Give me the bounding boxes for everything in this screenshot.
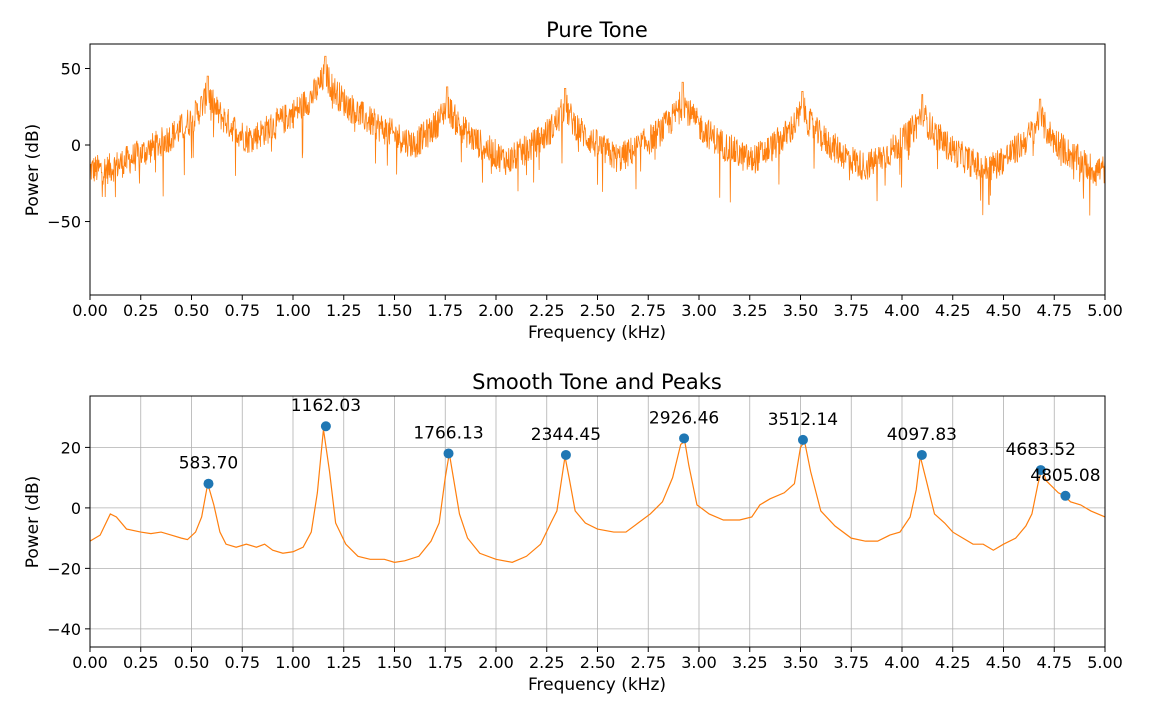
pure-tone-y-ticks: 50 0 −50 <box>47 59 90 232</box>
x-tick-label: 2.50 <box>580 301 616 320</box>
y-tick-label: 0 <box>71 136 81 155</box>
y-tick-label: 20 <box>61 438 81 457</box>
x-tick-label: 2.00 <box>478 653 514 672</box>
x-tick-label: 3.75 <box>833 301 869 320</box>
x-tick-label: 0.25 <box>123 653 159 672</box>
peak-label: 2344.45 <box>531 425 601 445</box>
peak-marker <box>679 433 690 444</box>
peak-marker <box>560 449 571 460</box>
x-tick-label: 5.00 <box>1087 301 1123 320</box>
smooth-tone-x-ticks: 0.00 0.25 0.50 0.75 1.00 1.25 1.50 1.75 2.00 2.25… <box>72 647 1123 672</box>
x-tick-label: 2.75 <box>630 301 666 320</box>
peak-marker <box>1035 465 1046 476</box>
x-tick-label: 3.25 <box>732 301 768 320</box>
smooth-tone-title: Smooth Tone and Peaks <box>472 370 722 394</box>
x-tick-label: 4.75 <box>1036 301 1072 320</box>
peak-marker <box>797 434 808 445</box>
smooth-tone-ylabel: Power (dB) <box>23 476 43 569</box>
x-tick-label: 0.00 <box>72 301 108 320</box>
smooth-tone-plot-frame <box>89 395 1106 648</box>
x-tick-label: 0.00 <box>72 653 108 672</box>
smooth-tone-grid <box>89 396 1106 647</box>
x-tick-label: 4.50 <box>986 301 1022 320</box>
pure-tone-chart: Pure Tone Power (dB) Frequency (kHz) 0.0… <box>23 18 1123 343</box>
peak-marker <box>320 421 331 432</box>
x-tick-label: 1.75 <box>427 653 463 672</box>
pure-tone-title: Pure Tone <box>546 18 648 42</box>
pure-tone-plot-frame <box>89 43 1106 296</box>
x-tick-label: 1.25 <box>326 653 362 672</box>
x-tick-label: 4.75 <box>1036 653 1072 672</box>
x-tick-label: 3.75 <box>833 653 869 672</box>
peak-label: 4683.52 <box>1006 440 1076 460</box>
pure-tone-x-ticks: 0.00 0.25 0.50 0.75 1.00 1.25 1.50 1.75 2.00 2.25… <box>72 295 1123 320</box>
x-tick-label: 1.00 <box>275 301 311 320</box>
peak-label: 2926.46 <box>649 408 719 428</box>
pure-tone-xlabel: Frequency (kHz) <box>528 323 666 343</box>
x-tick-label: 3.00 <box>681 301 717 320</box>
x-tick-label: 1.25 <box>326 301 362 320</box>
x-tick-label: 4.00 <box>884 653 920 672</box>
peak-label: 1162.03 <box>291 396 361 416</box>
x-tick-label: 1.50 <box>377 653 413 672</box>
x-tick-label: 1.00 <box>275 653 311 672</box>
smooth-tone-series-line <box>89 429 1106 563</box>
smooth-tone-chart: Smooth Tone and Peaks Power (dB) Frequen… <box>23 370 1123 695</box>
pure-tone-series-line <box>89 55 1106 216</box>
peak-label: 4097.83 <box>887 425 957 445</box>
x-tick-label: 3.50 <box>783 653 819 672</box>
x-tick-label: 2.25 <box>529 301 565 320</box>
peak-marker <box>1060 490 1071 501</box>
x-tick-label: 4.00 <box>884 301 920 320</box>
x-tick-label: 3.25 <box>732 653 768 672</box>
y-tick-label: 0 <box>71 499 81 518</box>
x-tick-label: 4.25 <box>935 301 971 320</box>
smooth-tone-peaks: 583.70 1162.03 1766.13 2344.45 2926.46 3512.1… <box>179 396 1101 501</box>
x-tick-label: 5.00 <box>1087 653 1123 672</box>
x-tick-label: 0.50 <box>174 301 210 320</box>
peak-label: 1766.13 <box>413 423 483 443</box>
x-tick-label: 2.75 <box>630 653 666 672</box>
peak-marker <box>203 478 214 489</box>
x-tick-label: 3.50 <box>783 301 819 320</box>
x-tick-label: 1.75 <box>427 301 463 320</box>
smooth-tone-xlabel: Frequency (kHz) <box>528 675 666 695</box>
peak-label: 4805.08 <box>1030 466 1100 486</box>
peak-marker <box>443 448 454 459</box>
y-tick-label: −40 <box>47 620 81 639</box>
y-tick-label: 50 <box>61 59 81 78</box>
y-tick-label: −20 <box>47 559 81 578</box>
x-tick-label: 0.50 <box>174 653 210 672</box>
peak-label: 3512.14 <box>768 410 838 430</box>
x-tick-label: 2.00 <box>478 301 514 320</box>
peak-label: 583.70 <box>179 454 238 474</box>
pure-tone-ylabel: Power (dB) <box>23 124 43 217</box>
x-tick-label: 4.25 <box>935 653 971 672</box>
x-tick-label: 1.50 <box>377 301 413 320</box>
y-tick-label: −50 <box>47 213 81 232</box>
x-tick-label: 0.75 <box>224 653 260 672</box>
smooth-tone-y-ticks: 20 0 −20 −40 <box>47 438 90 639</box>
x-tick-label: 3.00 <box>681 653 717 672</box>
x-tick-label: 0.25 <box>123 301 159 320</box>
x-tick-label: 0.75 <box>224 301 260 320</box>
x-tick-label: 2.50 <box>580 653 616 672</box>
x-tick-label: 4.50 <box>986 653 1022 672</box>
peak-marker <box>916 449 927 460</box>
x-tick-label: 2.25 <box>529 653 565 672</box>
